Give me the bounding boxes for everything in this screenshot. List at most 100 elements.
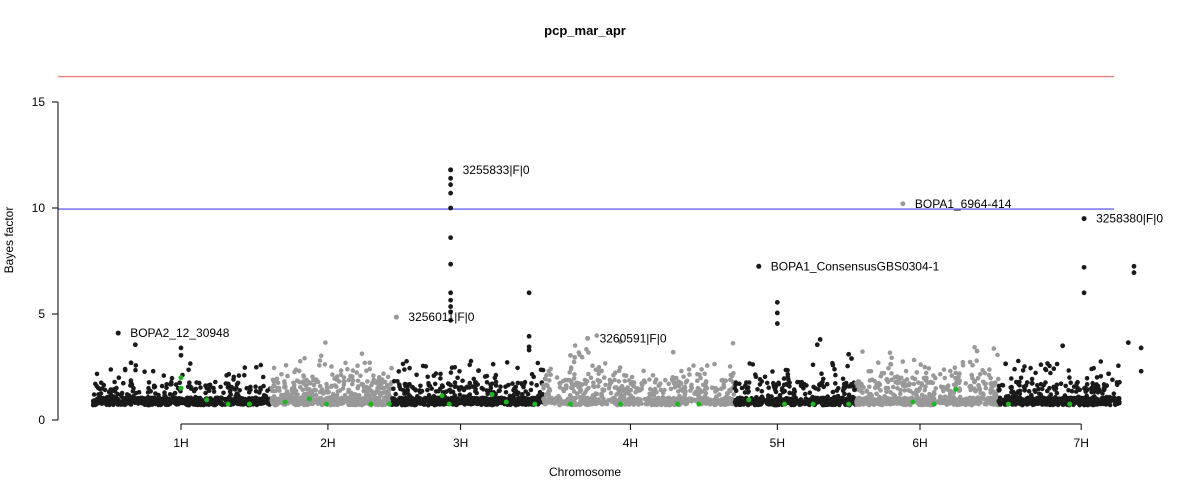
data-point [159, 401, 164, 407]
data-point [618, 339, 623, 344]
data-point [1094, 388, 1100, 394]
data-point [432, 402, 438, 408]
data-point [1030, 381, 1035, 386]
data-point [178, 345, 184, 351]
data-point [513, 384, 519, 390]
data-point [937, 371, 943, 377]
data-point [274, 400, 280, 405]
data-point [168, 401, 173, 406]
data-point [468, 358, 474, 364]
data-point [889, 377, 894, 383]
data-point [400, 361, 406, 367]
data-point [90, 402, 96, 408]
data-point [546, 392, 552, 398]
data-point [448, 309, 454, 315]
data-point [860, 349, 865, 354]
data-point [631, 383, 636, 388]
data-point [391, 386, 396, 392]
data-point [495, 400, 500, 405]
data-point [849, 356, 854, 361]
data-point [568, 385, 574, 391]
data-point [797, 380, 802, 385]
highlighted-points [178, 375, 1073, 407]
data-point [293, 367, 299, 373]
data-point [617, 390, 623, 396]
data-point [448, 304, 454, 309]
data-point [1026, 389, 1032, 394]
data-points [90, 167, 1144, 408]
data-point [970, 363, 975, 368]
data-point [959, 401, 964, 407]
data-point [931, 390, 937, 395]
data-point [231, 374, 237, 380]
data-point [693, 398, 698, 403]
data-point [888, 389, 893, 395]
data-point [305, 402, 311, 407]
data-point [1058, 381, 1064, 387]
data-point [530, 395, 535, 401]
data-point [313, 392, 319, 398]
data-point [770, 400, 776, 406]
data-point [1035, 401, 1041, 407]
data-point [1083, 389, 1088, 394]
data-point [1084, 382, 1090, 387]
data-point [584, 347, 589, 352]
data-point [186, 367, 191, 373]
threshold-lines [58, 75, 1114, 210]
data-point [821, 376, 826, 382]
data-point [318, 353, 324, 359]
data-point [623, 402, 628, 407]
data-point [564, 377, 570, 383]
data-point [242, 401, 247, 406]
data-point [290, 399, 296, 404]
highlighted-point [324, 401, 330, 407]
data-point [314, 379, 319, 384]
data-point [889, 396, 894, 402]
data-point [290, 389, 295, 395]
data-point [360, 397, 365, 403]
data-point [802, 391, 808, 397]
data-point [375, 399, 381, 404]
data-point [650, 390, 656, 396]
data-point [1036, 386, 1041, 392]
data-point [757, 377, 763, 382]
data-point [294, 378, 300, 384]
data-point [358, 373, 363, 379]
data-point [617, 365, 623, 370]
data-point [1018, 400, 1024, 405]
data-point [595, 377, 601, 383]
data-point [951, 394, 956, 400]
data-point [394, 399, 400, 405]
x-tick-label: 1H [173, 436, 188, 450]
data-point [225, 385, 231, 390]
data-point [236, 398, 241, 404]
data-point [622, 378, 628, 384]
data-point [351, 402, 356, 408]
data-point [221, 390, 226, 396]
data-point [279, 372, 284, 377]
data-point [857, 399, 862, 405]
data-point [93, 381, 98, 387]
data-point [819, 371, 824, 377]
data-point [510, 381, 515, 386]
data-point [453, 402, 459, 408]
data-point [938, 384, 944, 390]
data-point [739, 385, 745, 391]
data-point [302, 356, 307, 361]
data-point [1060, 343, 1066, 349]
highlighted-point [810, 401, 816, 407]
data-point [976, 401, 981, 407]
data-point [460, 378, 465, 384]
data-point [460, 400, 465, 406]
data-point [348, 373, 353, 379]
data-point [616, 379, 622, 384]
data-point [256, 396, 262, 402]
data-point [592, 384, 597, 390]
data-point [273, 396, 279, 402]
data-point [783, 367, 789, 373]
data-point [846, 392, 852, 398]
data-point [523, 389, 528, 394]
data-point [586, 371, 591, 377]
data-point [702, 371, 707, 377]
highlighted-point [306, 396, 312, 402]
